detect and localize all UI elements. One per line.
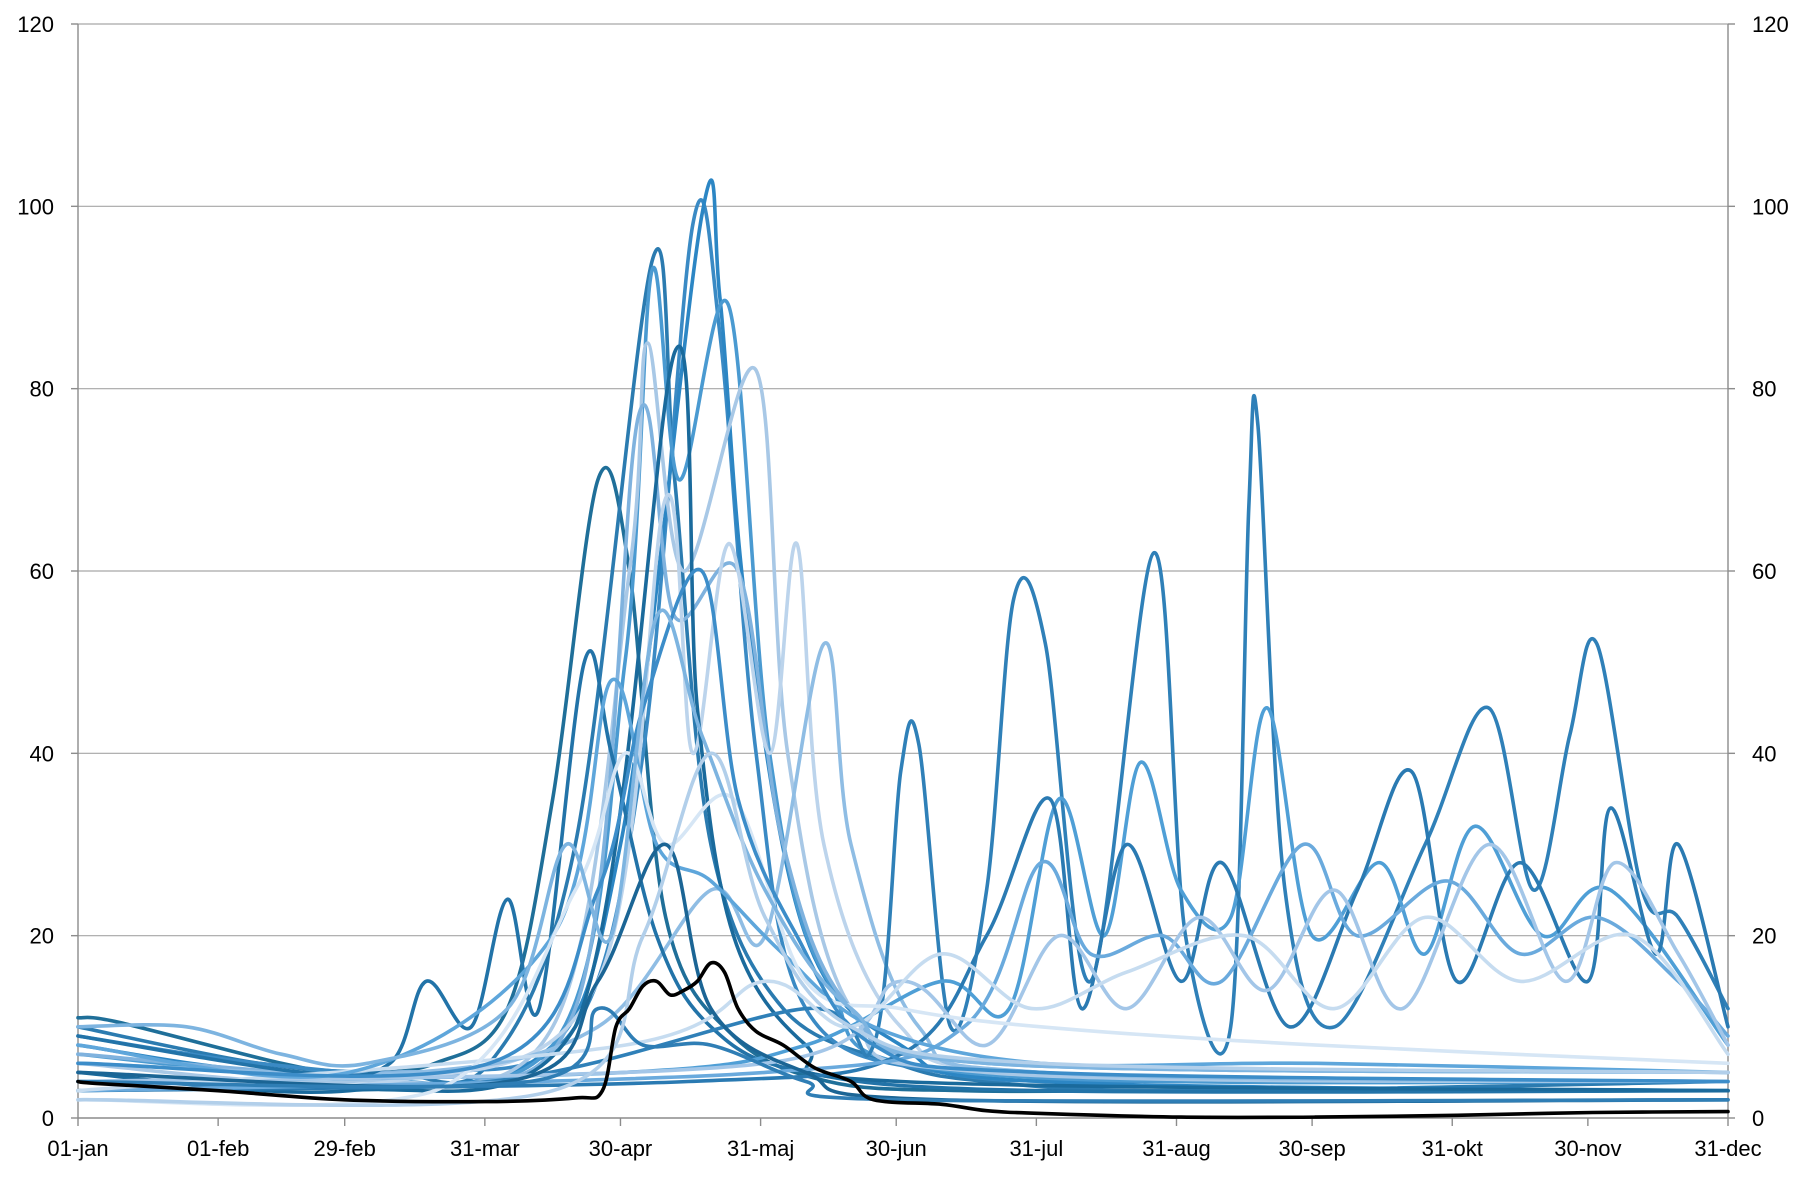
- y-tick-label-right-120: 120: [1752, 12, 1789, 37]
- series-line-2: [76, 247, 1730, 1093]
- series-line-13: [76, 705, 1730, 1084]
- y-tick-label-left-80: 80: [30, 377, 54, 402]
- axes: [71, 23, 1735, 1126]
- series-line-23: [76, 1006, 1730, 1103]
- y-tick-labels-left: 0 20 40 60 80 100 120: [17, 12, 54, 1131]
- series-line-14: [76, 768, 1730, 1093]
- y-tick-label-left-20: 20: [30, 924, 54, 949]
- y-tick-label-left-0: 0: [42, 1106, 54, 1131]
- x-tick-label-01-jan: 01-jan: [47, 1136, 108, 1161]
- series-line-21: [76, 608, 1730, 1075]
- x-tick-labels: 01-jan 01-feb 29-feb 31-mar 30-apr 31-maj 30-j…: [47, 1136, 1761, 1161]
- series-line-24: [76, 751, 1730, 1108]
- x-tick-label-31-dec: 31-dec: [1694, 1136, 1761, 1161]
- average-layer: [76, 960, 1730, 1120]
- y-tick-label-right-80: 80: [1752, 377, 1776, 402]
- series-line-7: [76, 403, 1730, 1081]
- y-tick-label-left-100: 100: [17, 194, 54, 219]
- series-line-20: [76, 567, 1730, 1084]
- series-line-11: [76, 344, 1730, 1094]
- y-tick-label-right-60: 60: [1752, 559, 1776, 584]
- series-layer: [76, 178, 1730, 1108]
- x-tick-label-30-nov: 30-nov: [1554, 1136, 1621, 1161]
- series-line-16: [76, 842, 1730, 1084]
- y-tick-label-right-100: 100: [1752, 194, 1789, 219]
- series-line-12: [76, 393, 1730, 1089]
- y-tick-label-left-120: 120: [17, 12, 54, 37]
- y-tick-label-right-0: 0: [1752, 1106, 1764, 1131]
- series-line-4: [76, 178, 1730, 1093]
- x-tick-label-31-jul: 31-jul: [1009, 1136, 1063, 1161]
- x-tick-label-29-feb: 29-feb: [314, 1136, 376, 1161]
- series-line-18: [76, 677, 1730, 1079]
- gridlines: [78, 23, 1728, 937]
- y-tick-label-right-40: 40: [1752, 741, 1776, 766]
- y-tick-label-left-40: 40: [30, 741, 54, 766]
- x-tick-label-30-apr: 30-apr: [589, 1136, 653, 1161]
- y-tick-label-left-60: 60: [30, 559, 54, 584]
- y-tick-label-right-20: 20: [1752, 924, 1776, 949]
- average-series-line: [76, 960, 1730, 1120]
- series-line-6: [76, 341, 1730, 1087]
- series-line-17: [76, 915, 1730, 1093]
- x-tick-label-01-feb: 01-feb: [187, 1136, 249, 1161]
- x-tick-label-31-mar: 31-mar: [450, 1136, 520, 1161]
- x-tick-label-31-okt: 31-okt: [1422, 1136, 1483, 1161]
- series-line-5: [76, 265, 1730, 1086]
- x-tick-label-30-jun: 30-jun: [866, 1136, 927, 1161]
- y-tick-labels-right: 0 20 40 60 80 100 120: [1752, 12, 1789, 1131]
- x-tick-label-31-maj: 31-maj: [727, 1136, 794, 1161]
- x-tick-label-30-sep: 30-sep: [1278, 1136, 1345, 1161]
- x-tick-label-31-aug: 31-aug: [1142, 1136, 1211, 1161]
- series-line-10: [76, 649, 1730, 1094]
